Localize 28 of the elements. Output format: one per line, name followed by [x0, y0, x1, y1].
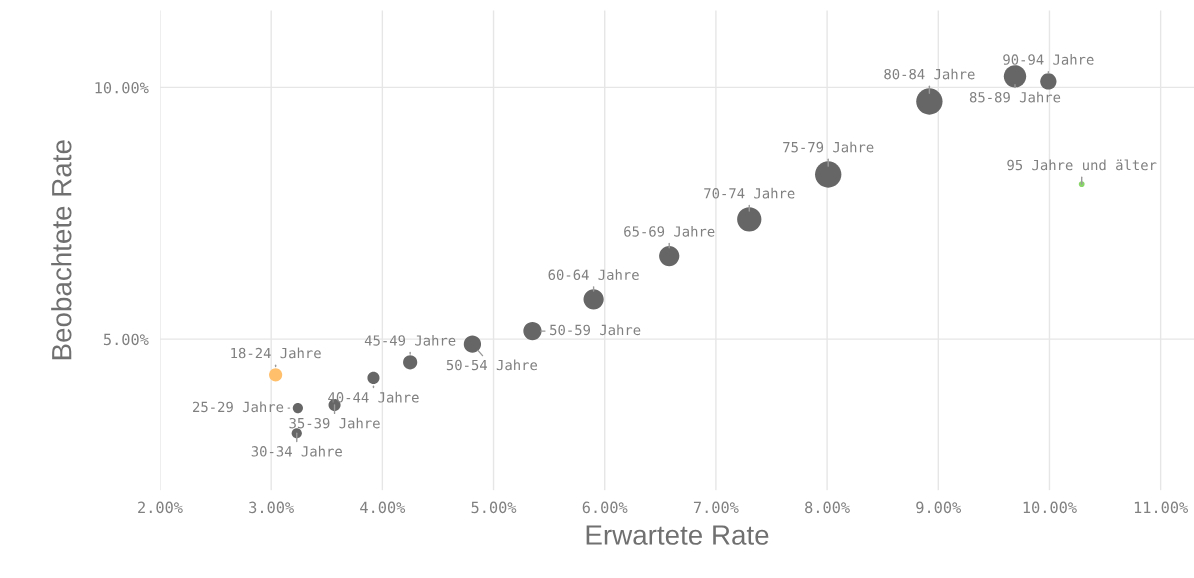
annotation: 50-54 Jahre [446, 359, 538, 371]
x-tick-label: 7.00% [693, 501, 739, 514]
annotation: 95 Jahre und älter [1007, 159, 1157, 171]
x-tick-label: 3.00% [249, 501, 294, 514]
annotation: 45-49 Jahre [364, 334, 456, 346]
x-axis-title: Erwartete Rate [586, 525, 769, 545]
annotation: 65-69 Jahre [624, 225, 715, 237]
x-tick-label: 5.00% [471, 501, 517, 514]
annotation: 75-79 Jahre [783, 141, 874, 153]
x-tick-label: 8.00% [805, 501, 850, 514]
annotation: 25-29 Jahre [193, 401, 284, 413]
x-tick-label: 10.00% [1023, 501, 1077, 514]
annotation: 90-94 Jahre [1003, 54, 1094, 65]
annotation: 40-44 Jahre [328, 391, 419, 403]
annotation: 50-59 Jahre [550, 324, 641, 336]
annotation: 85-89 Jahre [969, 91, 1061, 103]
y-axis-title: Beobachtete Rate [51, 140, 72, 360]
annotation: 60-64 Jahre [548, 269, 639, 280]
x-tick-label: 4.00% [360, 501, 406, 514]
annotation: 35-39 Jahre [289, 417, 380, 429]
annotation: 80-84 Jahre [884, 68, 975, 80]
annotation: 30-34 Jahre [251, 445, 342, 457]
x-tick-label: 9.00% [916, 501, 962, 514]
annotation: 70-74 Jahre [704, 187, 795, 199]
x-tick-label: 11.00% [1134, 501, 1188, 514]
annotation: 18-24 Jahre [231, 347, 321, 359]
x-tick-label: 6.00% [582, 501, 628, 514]
x-tick-label: 2.00% [138, 501, 183, 514]
